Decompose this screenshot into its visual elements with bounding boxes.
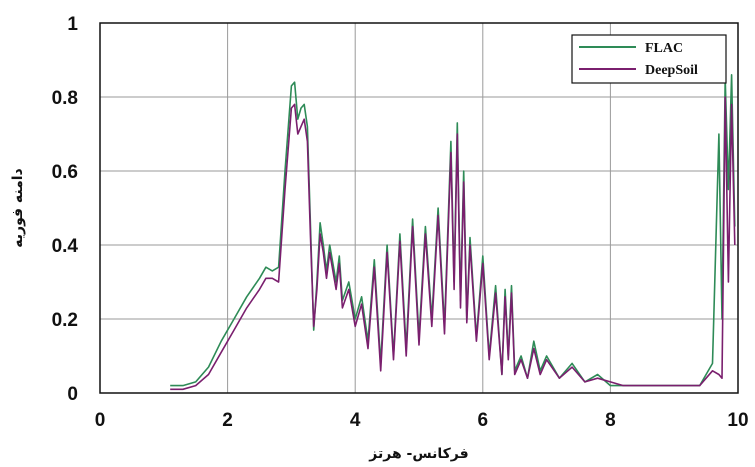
series-lines [170, 74, 736, 391]
plot-frame [99, 22, 739, 394]
legend-label-deepsoil: DeepSoil [645, 63, 698, 78]
x-tick-label: 8 [605, 410, 616, 431]
y-axis-title: دامنه فوریه [10, 168, 26, 247]
x-axis-title: فرکانس- هرتز [368, 446, 468, 462]
y-tick-label: 0.6 [52, 162, 78, 183]
y-tick-label: 0 [67, 384, 78, 405]
y-tick-label: 0.4 [52, 236, 79, 257]
legend: FLAC DeepSoil [571, 34, 727, 84]
x-tick-label: 10 [727, 410, 748, 431]
y-tick-label: 1 [67, 14, 78, 35]
x-tick-label: 4 [350, 410, 361, 431]
x-tick-label: 6 [478, 410, 489, 431]
y-tick-label: 0.2 [52, 310, 78, 331]
legend-box [571, 34, 727, 84]
legend-label-flac: FLAC [645, 41, 683, 56]
y-tick-label: 0.8 [52, 88, 78, 109]
y-tick-labels: 0 0.2 0.4 0.6 0.8 1 [52, 14, 79, 405]
x-tick-label: 0 [95, 410, 106, 431]
x-tick-labels: 0 2 4 6 8 10 [95, 410, 749, 431]
x-tick-label: 2 [222, 410, 233, 431]
series-line-deepsoil [170, 96, 736, 391]
